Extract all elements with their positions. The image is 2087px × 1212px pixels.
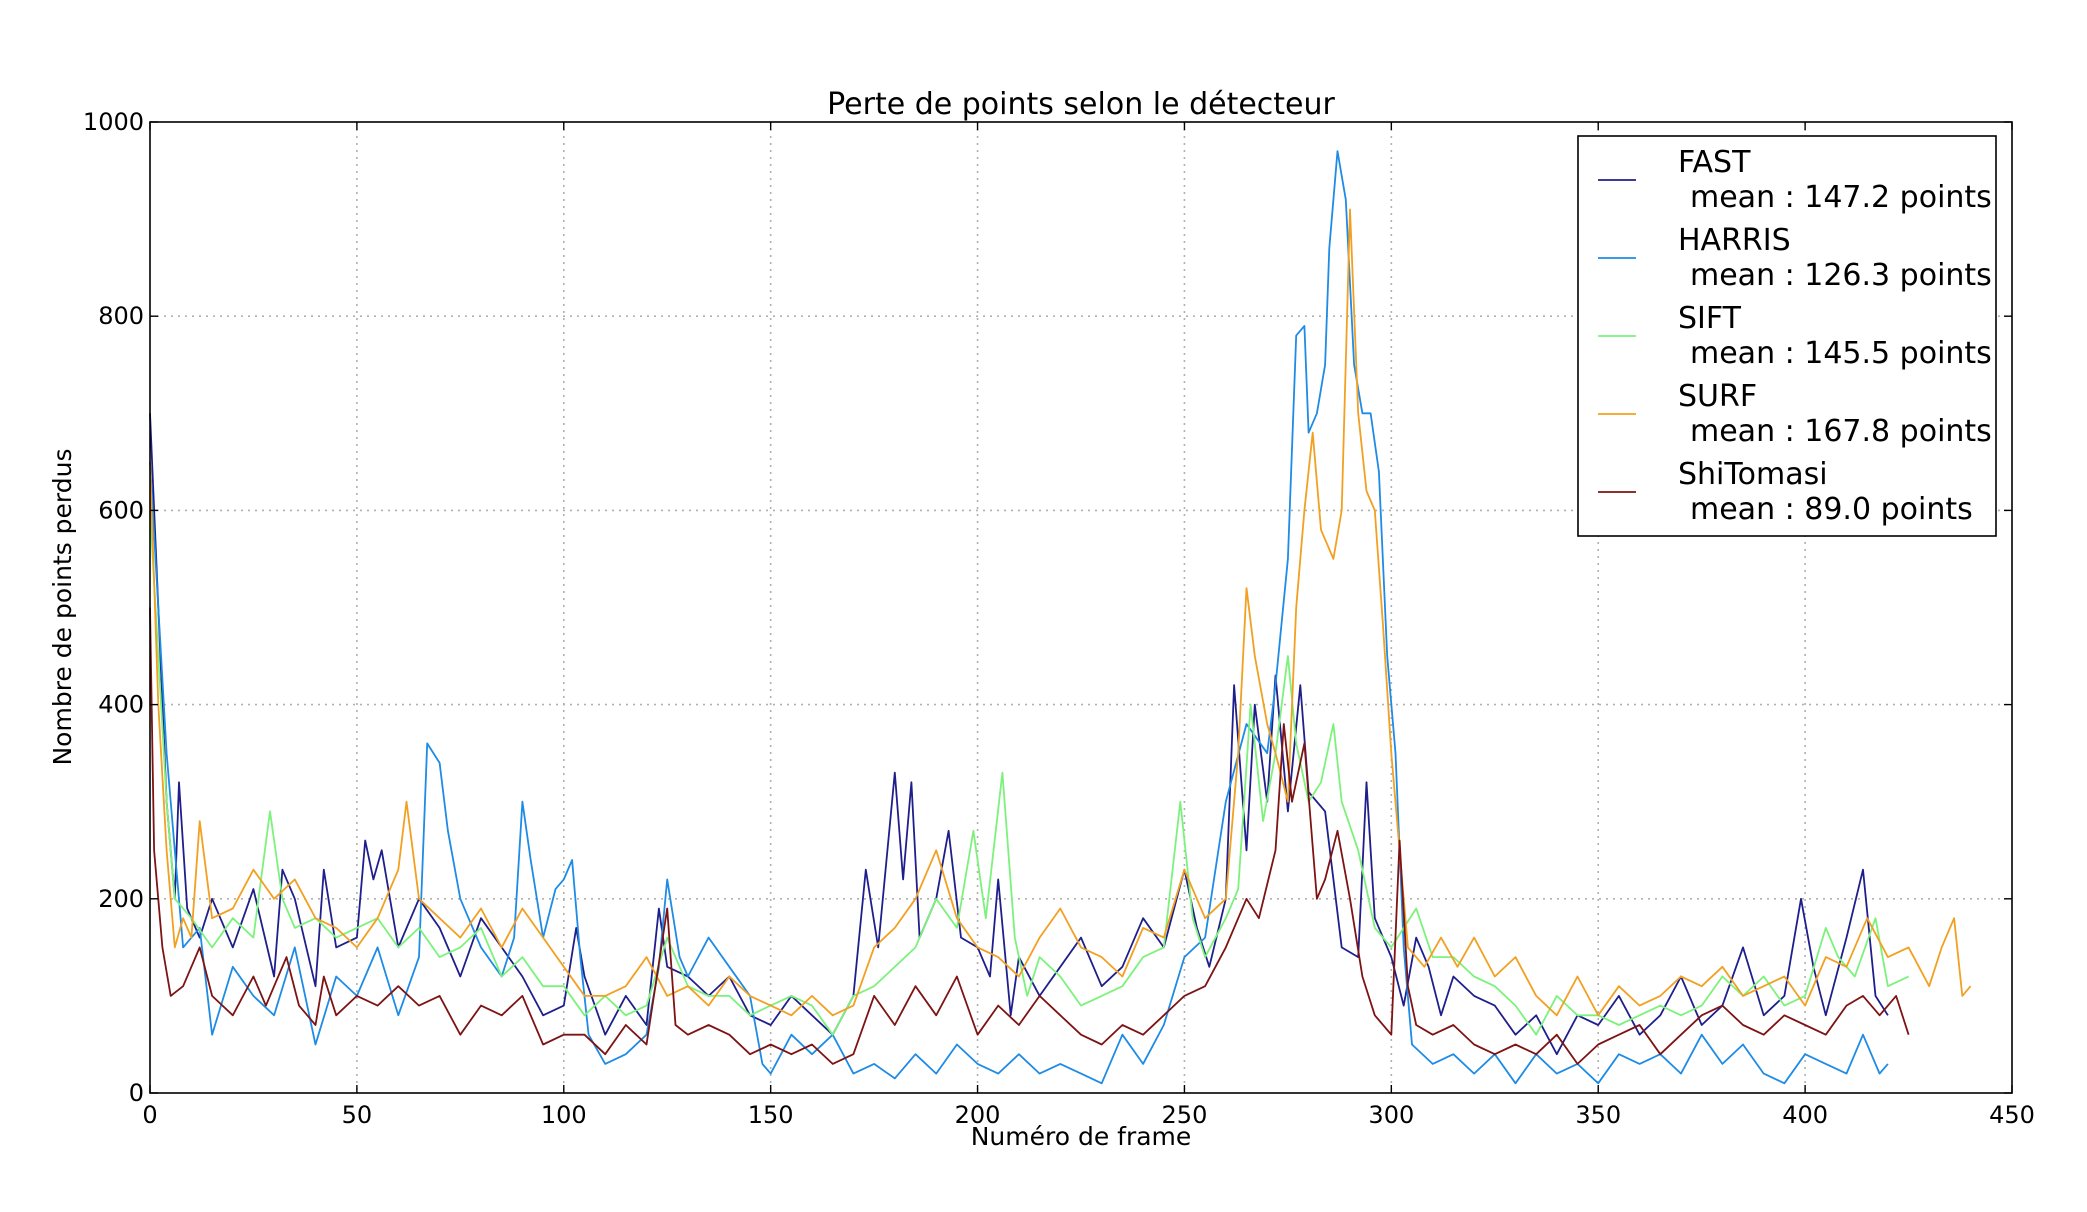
y-axis-label: Nombre de points perdus (48, 448, 77, 765)
series-line-sift (149, 510, 1909, 1036)
y-tick-label: 800 (98, 302, 144, 330)
x-tick-label: 350 (1575, 1101, 1621, 1129)
series-line-surf (149, 208, 1972, 1017)
x-tick-label: 400 (1782, 1101, 1828, 1129)
y-tick-label: 600 (98, 496, 144, 524)
legend-series-mean: mean : 126.3 points (1690, 258, 1992, 293)
chart-title: Perte de points selon le détecteur (827, 87, 1335, 122)
axis-ticks: 0 50 100 150 200 250 300 350 400 450 0 200 400 600 800… (83, 108, 2035, 1129)
plot-frame (149, 121, 2013, 1094)
legend-series-name: FAST (1678, 145, 1751, 180)
x-tick-label: 50 (342, 1101, 373, 1129)
y-tick-label: 0 (129, 1079, 144, 1107)
x-axis-label: Numéro de frame (971, 1122, 1192, 1151)
x-tick-label: 100 (541, 1101, 587, 1129)
legend-series-name: SURF (1678, 379, 1757, 414)
legend-series-name: ShiTomasi (1678, 457, 1828, 492)
series-lines (149, 150, 1972, 1085)
series-line-shitomasi (149, 607, 1910, 1065)
series-line-fast (149, 413, 1889, 1056)
x-tick-label: 450 (1989, 1101, 2035, 1129)
x-tick-label: 0 (142, 1101, 157, 1129)
legend-series-mean: mean : 89.0 points (1690, 492, 1973, 527)
legend-series-mean: mean : 147.2 points (1690, 180, 1992, 215)
series-line-harris (149, 150, 1889, 1085)
legend-series-name: SIFT (1678, 301, 1742, 336)
legend-series-name: HARRIS (1678, 223, 1791, 258)
x-tick-label: 200 (955, 1101, 1001, 1129)
y-tick-label: 200 (98, 885, 144, 913)
legend-series-mean: mean : 167.8 points (1690, 414, 1992, 449)
x-tick-label: 250 (1162, 1101, 1208, 1129)
y-tick-label: 1000 (83, 108, 144, 136)
x-tick-label: 300 (1368, 1101, 1414, 1129)
x-tick-label: 150 (748, 1101, 794, 1129)
legend-series-mean: mean : 145.5 points (1690, 336, 1992, 371)
legend-box (1577, 135, 1997, 537)
y-tick-label: 400 (98, 691, 144, 719)
